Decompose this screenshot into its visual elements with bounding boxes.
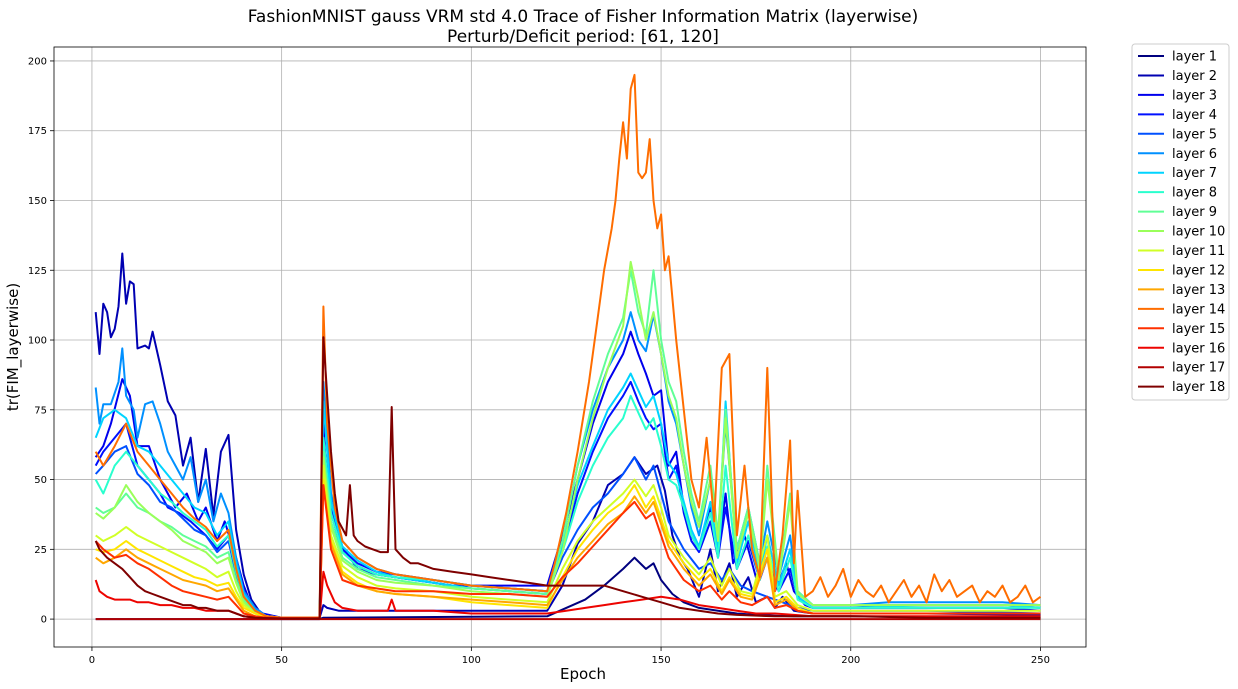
series-line-9 [95,269,1041,619]
legend-entry: layer 15 [1172,322,1225,337]
chart-title: FashionMNIST gauss VRM std 4.0 Trace of … [248,7,919,27]
chart-subtitle: Perturb/Deficit period: [61, 120] [447,27,719,47]
legend-entry: layer 8 [1172,186,1217,201]
y-tick-label: 25 [34,545,47,556]
legend-entry: layer 13 [1172,283,1225,298]
grid [54,47,1086,647]
series-line-13 [95,484,1041,619]
y-tick-label: 75 [34,405,47,416]
legend-entry: layer 1 [1172,50,1217,65]
legend-entry: layer 3 [1172,88,1217,103]
legend-entry: layer 2 [1172,69,1217,84]
axis-ticks: 0 50 100 150 200 250 0 25 50 75 100 125 150 175 200 [28,56,1050,666]
legend-entry: layer 10 [1172,225,1225,240]
x-tick-label: 0 [89,655,95,666]
legend-entry: layer 14 [1172,302,1225,317]
series-line-16 [94,570,1041,620]
y-tick-label: 125 [28,266,47,277]
legend-entry: layer 9 [1172,205,1217,220]
series-line-15 [94,484,1041,619]
y-tick-label: 0 [41,615,47,626]
y-axis-label: tr(FIM_layerwise) [4,283,23,411]
x-tick-label: 250 [1031,655,1050,666]
series-lines [94,73,1042,621]
legend-entry: layer 11 [1172,244,1225,259]
legend-entry: layer 12 [1172,263,1225,278]
legend-entry: layer 18 [1172,380,1225,395]
y-tick-label: 100 [28,336,47,347]
x-tick-label: 100 [462,655,481,666]
series-line-12 [95,478,1041,619]
series-line-2 [94,252,1041,619]
legend-entry: layer 4 [1172,108,1217,123]
y-tick-label: 150 [28,196,47,207]
plot-frame [53,46,1087,648]
x-axis-label: Epoch [560,665,606,683]
legend-entry: layer 7 [1172,166,1217,181]
series-line-18 [94,336,1041,620]
y-tick-label: 200 [28,56,47,67]
legend-entry: layer 16 [1172,341,1225,356]
y-tick-label: 50 [34,475,47,486]
legend-entry: layer 17 [1172,361,1225,376]
series-line-11 [95,464,1041,619]
x-tick-label: 50 [275,655,288,666]
legend-entry: layer 6 [1172,147,1217,162]
legend-entry: layer 5 [1172,127,1217,142]
series-line-10 [95,260,1041,619]
y-tick-label: 175 [28,126,47,137]
x-tick-label: 150 [652,655,671,666]
legend: layer 1 layer 2 layer 3 layer 4 layer 5 layer… [1131,43,1230,401]
x-tick-label: 200 [841,655,860,666]
